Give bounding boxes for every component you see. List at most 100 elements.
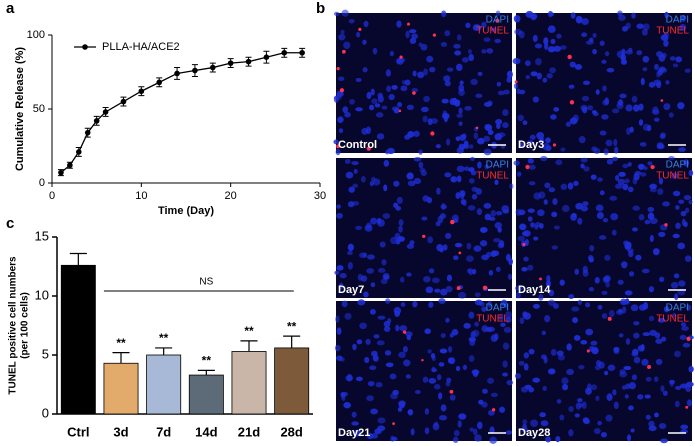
nucleus <box>411 33 418 40</box>
nucleus <box>349 98 355 105</box>
y-tick-label: 50 <box>33 103 45 115</box>
nucleus <box>513 15 521 23</box>
nucleus <box>470 170 477 176</box>
nucleus <box>341 393 346 401</box>
nucleus <box>380 278 388 285</box>
nucleus <box>456 165 465 173</box>
significance-label: ** <box>202 354 212 368</box>
nucleus <box>375 112 384 118</box>
nucleus <box>481 306 487 312</box>
nucleus <box>619 93 627 99</box>
nucleus <box>336 212 343 219</box>
nucleus <box>625 338 631 345</box>
legend-label: PLLA-HA/ACE2 <box>102 41 180 53</box>
nucleus <box>397 407 403 412</box>
nucleus <box>597 177 603 182</box>
y-axis-label: Cumulative Release (%) <box>14 47 26 171</box>
tunel-signal <box>525 164 530 170</box>
nucleus <box>483 37 491 42</box>
nucleus <box>512 57 521 65</box>
nucleus <box>454 242 463 248</box>
nucleus <box>400 302 406 307</box>
nucleus <box>644 219 651 225</box>
nucleus <box>673 273 680 279</box>
nucleus <box>544 315 551 323</box>
nucleus <box>524 238 529 247</box>
nucleus <box>356 31 361 38</box>
tunel-signal <box>422 234 426 239</box>
nucleus <box>441 98 449 104</box>
data-point <box>120 98 127 105</box>
nucleus <box>374 103 381 108</box>
nucleus <box>668 155 675 161</box>
nucleus <box>342 106 349 114</box>
nucleus <box>596 211 604 220</box>
nucleus <box>595 204 604 212</box>
nucleus <box>559 45 567 50</box>
nucleus <box>456 34 462 41</box>
nucleus <box>441 202 446 210</box>
nucleus <box>617 10 623 17</box>
nucleus <box>413 157 422 162</box>
x-tick-label: 3d <box>113 424 128 439</box>
nucleus <box>582 201 589 207</box>
nucleus <box>661 52 667 58</box>
nucleus <box>412 300 418 308</box>
nucleus <box>613 401 619 410</box>
nucleus <box>652 248 660 256</box>
nucleus <box>404 79 411 86</box>
nucleus <box>569 117 578 125</box>
nucleus <box>660 438 668 444</box>
micrograph-label: Day14 <box>518 284 551 296</box>
nucleus <box>438 392 443 400</box>
nucleus <box>514 373 522 379</box>
nucleus <box>544 182 551 189</box>
nucleus <box>472 369 479 378</box>
nucleus <box>668 112 674 118</box>
tunel-signal <box>522 243 526 247</box>
tunel-signal <box>685 405 689 409</box>
nucleus <box>527 208 535 213</box>
nucleus <box>647 161 653 166</box>
nucleus <box>615 183 623 189</box>
nucleus <box>688 365 694 373</box>
nucleus <box>642 67 648 72</box>
data-point <box>192 67 198 74</box>
nucleus <box>517 171 522 177</box>
nucleus <box>628 405 634 411</box>
tunel-signal <box>432 33 437 37</box>
nucleus <box>467 49 472 55</box>
nucleus <box>547 368 556 375</box>
data-point <box>281 49 288 56</box>
nucleus <box>577 398 583 403</box>
nucleus <box>566 368 574 376</box>
nucleus <box>593 427 601 435</box>
nucleus <box>585 387 592 395</box>
nucleus <box>595 395 600 402</box>
micrograph-label: Day28 <box>518 427 550 439</box>
nucleus <box>653 376 659 383</box>
nucleus <box>494 179 499 185</box>
nucleus <box>614 146 619 154</box>
nucleus <box>497 132 506 138</box>
stain-label: TUNEL <box>656 26 689 37</box>
nucleus <box>545 280 551 288</box>
nucleus <box>500 322 506 328</box>
nucleus <box>624 290 633 296</box>
nucleus <box>631 374 638 381</box>
nucleus <box>590 340 598 346</box>
nucleus <box>467 205 476 211</box>
nucleus <box>352 183 359 188</box>
nucleus <box>633 356 641 364</box>
nucleus <box>396 20 402 28</box>
nucleus <box>399 325 408 332</box>
nucleus <box>523 363 529 371</box>
nucleus <box>575 15 583 24</box>
nucleus <box>366 395 374 402</box>
nucleus <box>680 424 689 430</box>
nucleus <box>463 140 469 148</box>
nucleus <box>674 400 680 408</box>
nucleus <box>566 343 572 351</box>
nucleus <box>485 251 492 258</box>
nucleus <box>446 67 454 72</box>
